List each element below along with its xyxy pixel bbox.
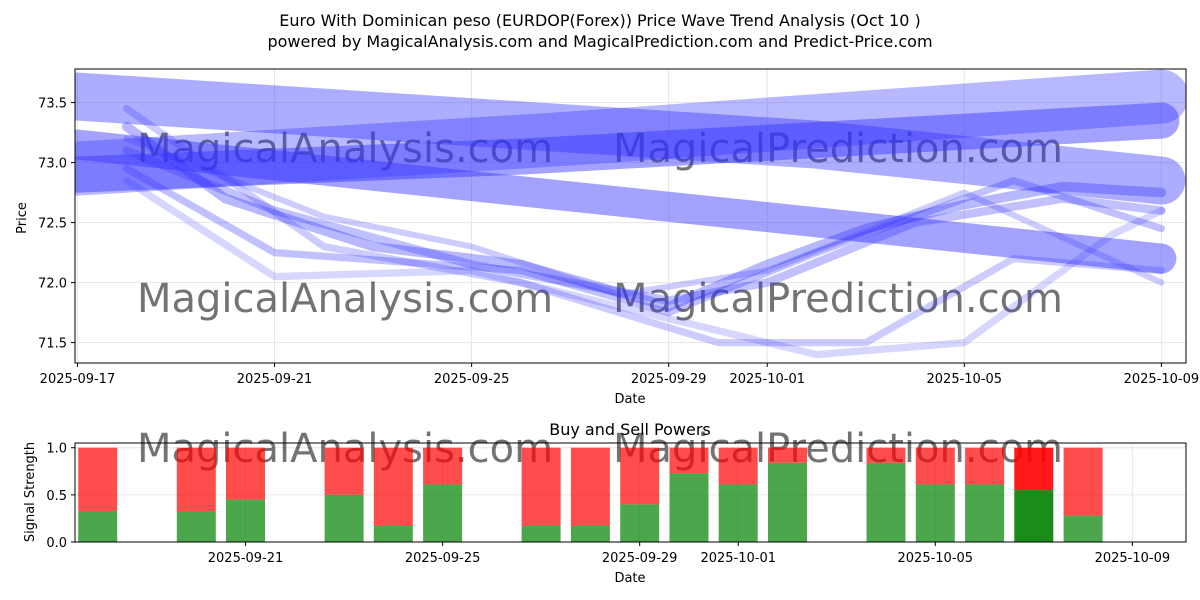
price-x-tick-label: 2025-09-29 [631,372,707,387]
price-y-tick-label: 72.0 [38,277,67,292]
watermark-prediction-mid: MagicalPrediction.com [613,276,1063,322]
power-plot-frame [74,442,1187,543]
price-wave-line [123,165,1166,317]
power-y-axis-label: Signal Strength [23,442,38,542]
price-x-tick-label: 2025-09-25 [434,372,510,387]
price-axis-ticks: 2025-09-17 2025-09-21 2025-09-25 2025-09-29… [38,97,1199,387]
buy-power-bar [373,526,413,542]
price-x-tick-label: 2025-09-21 [237,372,313,387]
buy-power-bar [620,504,660,542]
buy-power-bar [768,462,807,542]
sell-power-bar [669,447,709,474]
power-panel-title: Buy and Sell Powers [549,420,711,439]
sell-power-bar [423,447,463,485]
price-wave-line [123,177,1166,359]
buy-power-bar [718,484,758,542]
watermark-prediction-top: MagicalPrediction.com [613,126,1063,172]
power-x-tick-label: 2025-10-01 [700,551,776,566]
power-x-tick-label: 2025-09-21 [208,551,284,566]
price-x-tick-label: 2025-10-09 [1124,372,1200,387]
price-wave-line [123,135,1165,298]
price-wave-line [122,146,1166,305]
power-y-tick-label: 0.5 [46,489,67,504]
chart-title-line2: powered by MagicalAnalysis.com and Magic… [267,32,932,51]
price-wave-line [75,69,1186,196]
power-axis-ticks: 2025-09-21 2025-09-25 2025-09-29 2025-10-01… [46,442,1170,566]
watermark-analysis-mid: MagicalAnalysis.com [137,276,553,322]
sell-power-bar [620,447,660,505]
buy-power-bar [324,494,364,542]
price-y-tick-label: 73.5 [38,97,67,112]
price-x-axis-label: Date [614,392,645,407]
price-y-tick-label: 72.5 [38,217,67,232]
sell-power-bar [1063,447,1103,516]
sell-power-bar [570,447,610,526]
price-x-tick-label: 2025-10-05 [927,372,1003,387]
buy-power-bar [176,510,216,542]
buy-power-bar [866,462,906,542]
price-wave-line [121,121,1167,312]
power-y-tick-label: 0.0 [46,536,67,551]
sell-power-bar [176,447,216,511]
buy-power-bar [1063,515,1103,542]
price-waves [75,69,1186,359]
sell-power-bar [915,447,955,485]
price-y-tick-label: 71.5 [38,337,67,352]
price-wave-line [75,72,1186,205]
price-panel: MagicalAnalysis.com MagicalPrediction.co… [15,68,1199,407]
price-wave-line [75,129,1177,274]
power-x-axis-label: Date [614,571,645,586]
power-x-tick-label: 2025-10-09 [1095,551,1171,566]
power-y-tick-label: 1.0 [46,442,67,457]
buy-power-bar [423,484,463,542]
buy-power-bar [915,484,955,542]
buy-power-bar [570,526,610,542]
buy-power-bar [965,484,1005,542]
price-x-tick-label: 2025-09-17 [40,372,116,387]
power-x-tick-label: 2025-10-05 [898,551,974,566]
power-x-tick-label: 2025-09-25 [405,551,481,566]
price-wave-line [75,102,1180,193]
sell-power-bar [521,447,561,526]
buy-power-bar [1014,490,1054,542]
buy-power-bar [78,510,118,542]
price-grid [75,69,1186,363]
power-x-tick-label: 2025-09-29 [602,551,678,566]
buy-power-bar [226,499,265,542]
price-wave-line [123,104,1166,347]
buy-power-bar [669,473,709,542]
sell-power-bar [226,447,265,500]
buy-power-bar [521,526,561,542]
watermark-analysis-top: MagicalAnalysis.com [137,126,553,172]
sell-power-bar [965,447,1005,485]
chart-title-line1: Euro With Dominican peso (EURDOP(Forex))… [279,11,920,30]
power-panel: Buy and Sell Powers MagicalAnalysis.com … [23,420,1187,586]
sell-power-bar [718,447,758,485]
price-y-axis-label: Price [15,202,30,234]
power-bars [78,447,1103,542]
price-y-tick-label: 73.0 [38,157,67,172]
price-plot-frame [74,68,1187,364]
sell-power-bar [866,447,906,463]
price-x-tick-label: 2025-10-01 [729,372,805,387]
sell-power-bar [373,447,413,526]
sell-power-bar [1014,447,1054,491]
sell-power-bar [78,447,118,511]
sell-power-bar [324,447,364,495]
sell-power-bar [768,447,807,463]
